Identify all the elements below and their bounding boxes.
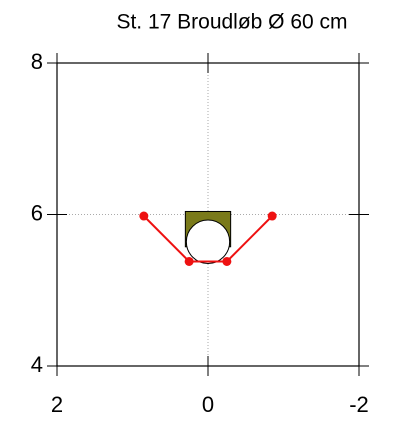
x-tick-label: 2 — [51, 392, 63, 417]
chart-title: St. 17 Broudløb Ø 60 cm — [116, 11, 347, 34]
point — [184, 256, 194, 266]
culvert-pipe — [185, 219, 231, 264]
point — [222, 256, 232, 266]
x-tick-label: 0 — [202, 392, 214, 417]
y-tick-label: 6 — [31, 200, 43, 225]
y-tick-label: 8 — [31, 49, 43, 74]
series-line — [143, 215, 273, 263]
point — [139, 211, 149, 221]
x-tick-label: -2 — [349, 392, 369, 417]
point — [267, 211, 277, 221]
y-tick-label: 4 — [31, 352, 43, 377]
